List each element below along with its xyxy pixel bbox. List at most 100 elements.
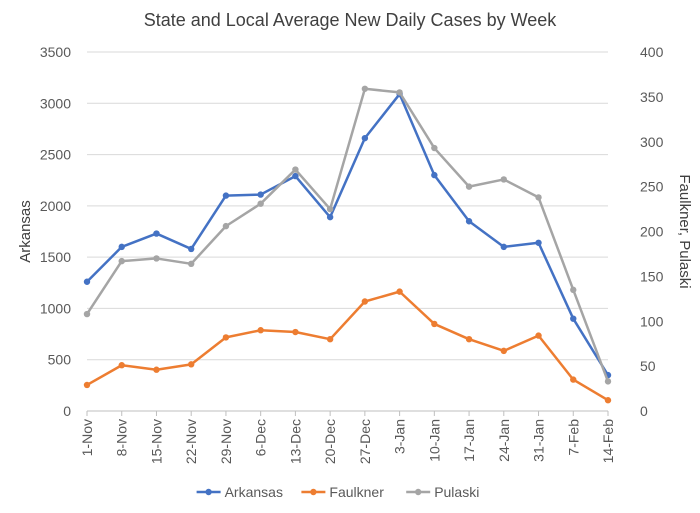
series-line-arkansas xyxy=(86,92,610,376)
data-point-arkansas xyxy=(292,172,299,180)
x-tick-label: 17-Jan xyxy=(461,419,477,462)
series-line-faulkner xyxy=(86,290,609,402)
data-point-faulkner xyxy=(535,332,542,339)
data-point-pulaski xyxy=(604,378,612,385)
x-axis-ticks: 1-Nov 8-Nov 15-Nov 22-Nov 29-Nov 6-Dec 13-Dec 2… xyxy=(79,411,616,464)
y-left-tick-label: 500 xyxy=(48,352,72,368)
x-tick-label: 6-Dec xyxy=(253,419,269,456)
data-point-faulkner xyxy=(118,362,125,369)
data-point-arkansas xyxy=(118,243,125,251)
y-left-tick-label: 2000 xyxy=(40,198,71,214)
gridlines xyxy=(87,51,608,412)
data-point-pulaski xyxy=(431,144,438,152)
series-faulkner xyxy=(83,288,612,404)
y-right-tick-label: 300 xyxy=(640,134,664,150)
x-tick-label: 27-Dec xyxy=(357,419,373,464)
legend-item-pulaski: Pulaski xyxy=(406,484,479,500)
data-point-arkansas xyxy=(83,278,91,285)
data-point-pulaski xyxy=(83,310,91,318)
series-arkansas xyxy=(83,90,612,379)
x-tick-label: 15-Nov xyxy=(148,419,164,464)
y-axis-right-ticks: 0 50 100 150 200 250 300 350 400 xyxy=(640,44,664,419)
y-right-tick-label: 100 xyxy=(640,313,664,329)
data-point-arkansas xyxy=(222,192,230,199)
data-point-faulkner xyxy=(83,381,91,389)
y-right-tick-label: 0 xyxy=(640,403,648,419)
x-tick-label: 22-Nov xyxy=(183,419,199,464)
y-axis-left-ticks: 0 500 1000 1500 2000 2500 3000 3500 xyxy=(40,44,71,419)
data-point-pulaski xyxy=(222,222,230,230)
x-tick-label: 20-Dec xyxy=(322,419,338,464)
x-tick-label: 7-Feb xyxy=(565,419,581,456)
series-layer xyxy=(83,85,612,404)
legend-label-arkansas: Arkansas xyxy=(225,484,283,500)
data-point-arkansas xyxy=(153,230,160,237)
data-point-arkansas xyxy=(465,218,473,225)
data-point-faulkner xyxy=(396,288,403,295)
x-tick-label: 13-Dec xyxy=(287,419,303,464)
data-point-arkansas xyxy=(257,191,264,198)
legend-item-faulkner: Faulkner xyxy=(301,484,384,500)
y-right-tick-label: 400 xyxy=(640,44,664,60)
y-left-tick-label: 3000 xyxy=(40,95,71,111)
series-line-pulaski xyxy=(85,87,610,382)
series-pulaski xyxy=(83,85,612,385)
data-point-arkansas xyxy=(431,171,438,179)
data-point-faulkner xyxy=(361,298,369,305)
x-tick-label: 3-Jan xyxy=(392,419,408,454)
x-tick-label: 8-Nov xyxy=(114,419,130,456)
y-left-tick-label: 1500 xyxy=(40,249,71,265)
y-axis-right-label: Faulkner, Pulaski xyxy=(676,174,693,288)
legend: Arkansas Faulkner Pulaski xyxy=(196,484,479,500)
legend-label-pulaski: Pulaski xyxy=(434,484,479,500)
y-left-tick-label: 3500 xyxy=(40,44,71,60)
legend-marker-arkansas xyxy=(205,488,212,496)
data-point-arkansas xyxy=(535,239,542,246)
data-point-faulkner xyxy=(188,361,195,368)
y-right-tick-label: 150 xyxy=(640,268,664,284)
y-left-tick-label: 1000 xyxy=(40,300,71,316)
data-point-arkansas xyxy=(570,315,577,322)
x-tick-label: 29-Nov xyxy=(218,419,234,464)
data-point-faulkner xyxy=(500,347,507,355)
data-point-faulkner xyxy=(570,376,577,383)
legend-marker-faulkner xyxy=(310,488,317,496)
y-axis-left-label: Arkansas xyxy=(17,200,34,263)
x-tick-label: 10-Jan xyxy=(426,419,442,462)
data-point-pulaski xyxy=(118,257,125,265)
y-left-tick-label: 0 xyxy=(63,403,71,419)
data-point-pulaski xyxy=(570,286,577,294)
data-point-pulaski xyxy=(500,176,507,183)
chart-title: State and Local Average New Daily Cases … xyxy=(144,10,558,30)
data-point-pulaski xyxy=(396,89,403,96)
data-point-pulaski xyxy=(535,194,542,201)
x-tick-label: 1-Nov xyxy=(79,419,95,456)
y-right-tick-label: 200 xyxy=(640,224,664,240)
y-right-tick-label: 50 xyxy=(640,358,656,374)
data-point-arkansas xyxy=(500,243,507,251)
data-point-pulaski xyxy=(153,255,160,262)
data-point-arkansas xyxy=(188,245,195,253)
data-point-arkansas xyxy=(326,213,334,221)
data-point-pulaski xyxy=(257,200,264,207)
legend-item-arkansas: Arkansas xyxy=(196,484,283,500)
data-point-pulaski xyxy=(292,166,299,173)
data-point-faulkner xyxy=(222,334,230,341)
data-point-pulaski xyxy=(326,205,334,213)
x-tick-label: 31-Jan xyxy=(531,419,547,462)
data-point-faulkner xyxy=(292,328,299,336)
y-right-tick-label: 250 xyxy=(640,179,664,195)
data-point-faulkner xyxy=(257,327,264,334)
y-right-tick-label: 350 xyxy=(640,89,664,105)
data-point-faulkner xyxy=(604,397,612,404)
data-point-faulkner xyxy=(153,366,160,373)
data-point-pulaski xyxy=(361,85,369,92)
x-tick-label: 24-Jan xyxy=(496,419,512,462)
legend-marker-pulaski xyxy=(415,488,422,496)
data-point-faulkner xyxy=(326,336,334,343)
data-point-arkansas xyxy=(361,134,369,142)
data-point-pulaski xyxy=(465,183,473,190)
x-tick-label: 14-Feb xyxy=(600,419,616,464)
